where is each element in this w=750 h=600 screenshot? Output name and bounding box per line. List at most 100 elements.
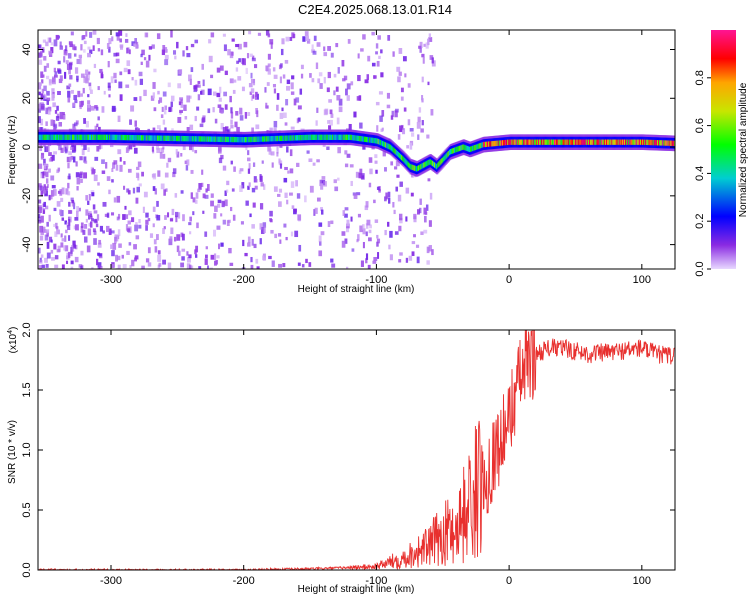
spectrogram-noise-cell (279, 239, 282, 244)
spectrogram-noise-cell (224, 199, 228, 207)
spectrogram-noise-cell (396, 174, 400, 178)
spectrogram-noise-cell (151, 146, 155, 152)
spectrogram-noise-cell (210, 32, 215, 38)
spectrogram-noise-cell (73, 53, 77, 57)
spectrogram-noise-cell (87, 147, 90, 152)
spectrogram-noise-cell (46, 97, 51, 102)
spectrogram-noise-cell (279, 163, 283, 169)
spectrogram-noise-cell (46, 241, 50, 249)
spectrogram-noise-cell (273, 120, 278, 128)
spectrogram-noise-cell (119, 44, 124, 48)
spectrogram-noise-cell (323, 181, 327, 187)
spectrogram-noise-cell (80, 44, 83, 51)
spectrogram-noise-cell (161, 49, 166, 56)
spectrogram-noise-cell (200, 89, 205, 95)
spectrogram-noise-cell (158, 97, 163, 103)
spectrogram-noise-cell (318, 222, 323, 227)
spectrogram-noise-cell (68, 209, 72, 214)
spectrogram-noise-cell (91, 192, 95, 197)
spectrogram-noise-cell (426, 260, 430, 265)
spectrogram-noise-cell (378, 55, 381, 60)
spectrogram-noise-cell (126, 228, 131, 232)
spectrogram-noise-cell (306, 38, 311, 44)
spectrogram-noise-cell (148, 46, 153, 50)
spectrogram-noise-cell (344, 207, 349, 211)
spectrogram-noise-cell (115, 254, 118, 262)
spectrogram-noise-cell (330, 220, 334, 225)
spectrogram-noise-cell (129, 119, 132, 125)
spectrogram-noise-cell (239, 115, 244, 121)
spectrogram-noise-cell (96, 145, 100, 152)
spectrogram-noise-cell (377, 252, 380, 259)
spectrogram-noise-cell (61, 187, 65, 195)
spectrogram-noise-cell (250, 88, 255, 94)
spectrogram-noise-cell (420, 128, 424, 133)
spectrogram-noise-cell (190, 169, 194, 174)
spectrogram-noise-cell (213, 229, 217, 237)
spectrogram-noise-cell (180, 101, 184, 108)
spectrogram-noise-cell (156, 125, 161, 130)
spectrogram-noise-cell (201, 182, 204, 188)
spectrogram-noise-cell (38, 199, 42, 204)
spectrogram-noise-cell (80, 178, 83, 183)
spectrogram-noise-cell (81, 148, 85, 156)
spectrogram-noise-cell (56, 169, 60, 174)
spectrogram-noise-cell (346, 223, 350, 229)
spectrogram-noise-cell (80, 226, 84, 233)
spectrogram-noise-cell (125, 84, 130, 88)
spectrogram-noise-cell (201, 117, 206, 123)
spectrogram-noise-cell (256, 110, 259, 118)
spectrogram-noise-cell (49, 37, 52, 43)
spectrogram-noise-cell (97, 252, 100, 256)
spectrogram-noise-cell (45, 178, 49, 184)
spectrogram-noise-cell (188, 264, 192, 269)
spectrogram-noise-cell (190, 192, 193, 199)
spectrogram-noise-cell (238, 170, 242, 174)
spectrogram-noise-cell (388, 197, 391, 204)
spectrogram-noise-cell (127, 168, 132, 173)
spectrogram-noise-cell (317, 197, 321, 202)
spectrogram-noise-cell (395, 160, 400, 167)
spectrogram-noise-cell (55, 226, 59, 230)
spectrogram-noise-cell (416, 121, 421, 129)
spectrogram-noise-cell (178, 250, 181, 256)
spectrogram-noise-cell (219, 65, 224, 71)
spectrogram-noise-cell (132, 187, 136, 194)
spectrogram-noise-cell (290, 181, 295, 188)
spectrogram-noise-cell (113, 160, 118, 165)
spectrogram-noise-cell (390, 115, 394, 120)
spectrogram-noise-cell (385, 192, 388, 200)
spectrogram-noise-cell (406, 145, 410, 149)
spectrogram-noise-cell (285, 36, 290, 42)
spectrogram-noise-cell (295, 97, 300, 103)
spectrogram-noise-cell (148, 54, 151, 61)
spectrogram-noise-cell (344, 213, 348, 218)
colorbar-gradient (711, 30, 736, 269)
spectrogram-noise-cell (313, 209, 316, 216)
spectrogram-noise-cell (68, 201, 71, 207)
spectrogram-noise-cell (365, 253, 369, 260)
spectrogram-noise-cell (55, 34, 59, 40)
spectrogram-noise-cell (423, 207, 427, 215)
spectrogram-noise-cell (380, 49, 383, 54)
spectrogram-noise-cell (210, 74, 214, 79)
spectrogram-noise-cell (205, 254, 208, 259)
spectrogram-noise-cell (42, 39, 47, 43)
spectrogram-noise-cell (286, 199, 289, 205)
spectrogram-noise-cell (50, 175, 55, 181)
spectrogram-noise-cell (53, 123, 58, 129)
spectrogram-noise-cell (100, 49, 104, 56)
snr-ytick-label: 1.5 (21, 382, 33, 397)
spectrogram-noise-cell (43, 55, 47, 61)
spectrogram-noise-cell (75, 161, 78, 167)
spectrogram-noise-cell (38, 103, 41, 110)
spectrogram-noise-cell (284, 122, 288, 126)
spectrogram-noise-cell (60, 242, 64, 248)
spectrogram-noise-cell (214, 205, 218, 212)
spectrogram-noise-cell (178, 101, 182, 106)
spectrogram-noise-cell (94, 105, 98, 109)
spectrogram-noise-cell (223, 44, 227, 52)
spectrogram-noise-cell (125, 214, 129, 219)
spectrogram-noise-cell (143, 191, 148, 198)
spectrogram-noise-cell (139, 96, 142, 102)
